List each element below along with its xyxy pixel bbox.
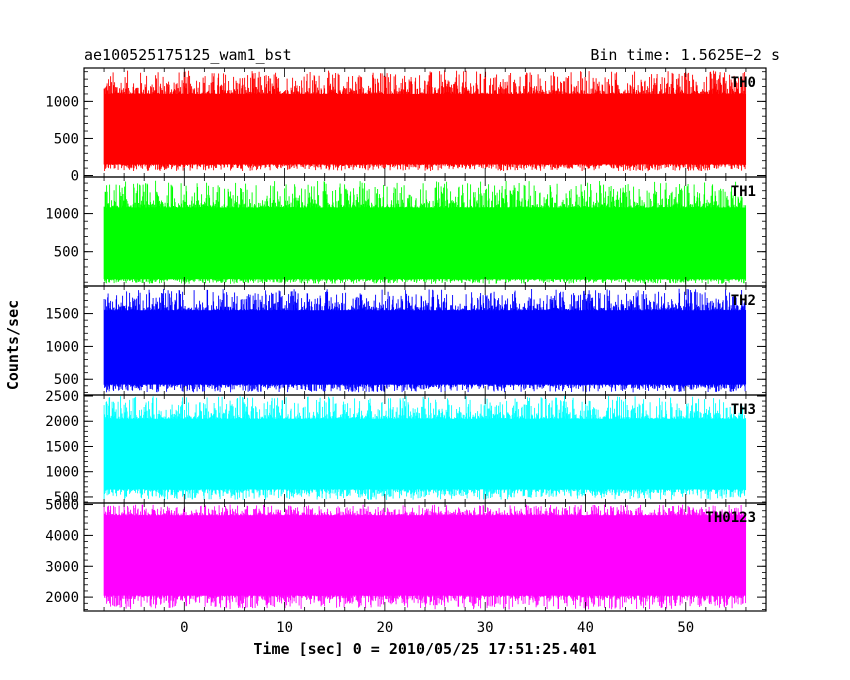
series-label-th1: TH1: [731, 184, 756, 200]
y-tick-label: 4000: [45, 528, 79, 544]
x-axis: 0 10 20 30 40 50: [180, 620, 694, 636]
panel-th3: 500 1000 1500 2000 2500 TH3: [45, 389, 767, 506]
series-th1: [103, 180, 747, 284]
y-tick-label: 500: [54, 131, 79, 147]
y-tick-label: 500: [54, 490, 79, 506]
series-label-th0: TH0: [731, 75, 756, 91]
panel-th0: 0 500 1000 TH0: [45, 67, 767, 185]
y-axis-title: Counts/sec: [4, 300, 22, 390]
y-tick-label: 2000: [45, 414, 79, 430]
y-tick-label: 5000: [45, 498, 79, 514]
y-tick-label: 2000: [45, 590, 79, 606]
chart-title: ae100525175125_wam1_bst: [84, 46, 292, 64]
y-tick-label: 1000: [45, 465, 79, 481]
y-tick-label: 500: [54, 245, 79, 261]
panel-th0123: 2000 3000 4000 5000 TH0123: [45, 498, 767, 612]
series-label-th0123: TH0123: [705, 510, 756, 526]
x-tick-label: 0: [180, 620, 188, 636]
series-label-th3: TH3: [731, 402, 756, 418]
x-tick-label: 40: [577, 620, 594, 636]
y-tick-label: 2500: [45, 389, 79, 405]
y-tick-label: 1500: [45, 307, 79, 323]
y-tick-label: 1000: [45, 94, 79, 110]
series-th0123: [103, 504, 747, 610]
panels: 0 500 1000 TH0 500 1000 TH1 500 1000 1500 TH2 500 10…: [45, 67, 767, 612]
series-th2: [103, 288, 747, 393]
y-tick-label: 1500: [45, 439, 79, 455]
panel-th2: 500 1000 1500 TH2: [45, 285, 767, 396]
x-tick-label: 30: [477, 620, 494, 636]
panel-th1: 500 1000 TH1: [45, 176, 767, 287]
y-tick-label: 0: [71, 169, 79, 185]
x-axis-title: Time [sec] 0 = 2010/05/25 17:51:25.401: [253, 640, 596, 658]
y-tick-label: 3000: [45, 559, 79, 575]
x-tick-label: 10: [276, 620, 293, 636]
x-tick-label: 50: [677, 620, 694, 636]
bin-time-label: Bin time: 1.5625E−2 s: [590, 46, 780, 64]
y-tick-label: 500: [54, 372, 79, 388]
series-th0: [103, 70, 747, 172]
series-label-th2: TH2: [731, 293, 756, 309]
y-tick-label: 1000: [45, 207, 79, 223]
x-tick-label: 20: [376, 620, 393, 636]
y-tick-label: 1000: [45, 339, 79, 355]
series-th3: [103, 396, 747, 500]
